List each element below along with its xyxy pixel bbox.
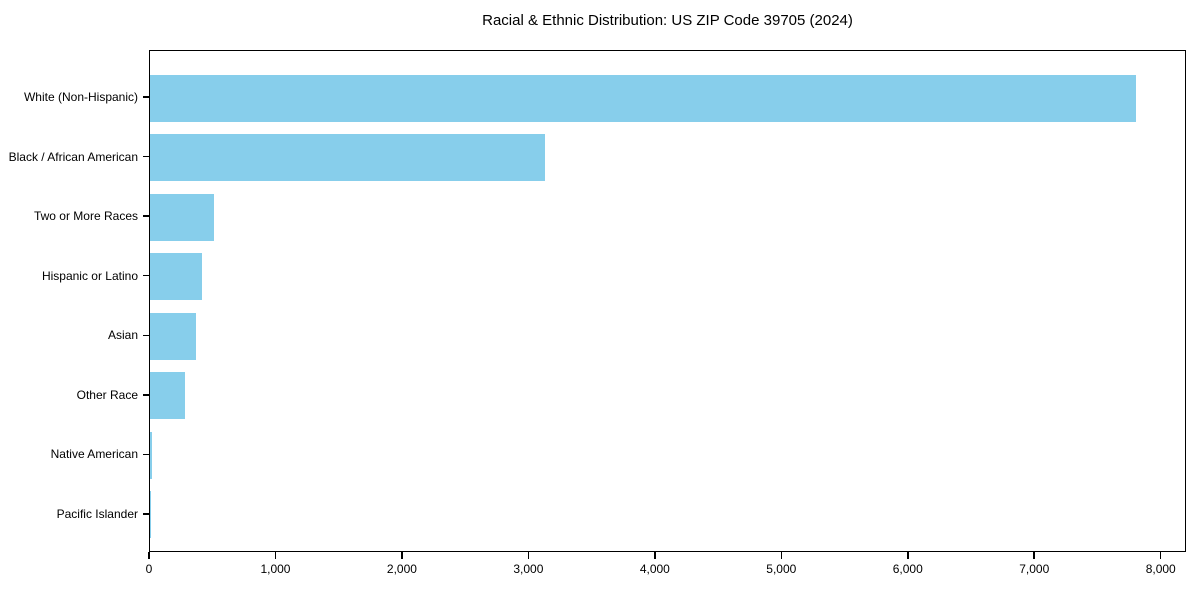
x-tick-label: 6,000: [892, 562, 923, 576]
bar: [150, 74, 1137, 122]
y-tick: [143, 215, 149, 217]
bar: [150, 134, 545, 182]
y-axis-label: White (Non-Hispanic): [23, 90, 138, 104]
y-tick: [143, 394, 149, 396]
bar: [150, 193, 215, 241]
bar: [150, 372, 186, 420]
x-tick: [907, 552, 909, 559]
x-tick: [527, 552, 530, 559]
bar: [150, 253, 202, 301]
y-axis-label: Black / African American: [8, 149, 138, 164]
x-tick-label: 2,000: [386, 562, 417, 576]
y-axis-label: Hispanic or Latino: [41, 268, 138, 283]
y-axis-label: Native American: [50, 447, 138, 462]
y-tick: [143, 334, 149, 337]
y-tick: [143, 513, 149, 515]
x-tick: [1159, 552, 1162, 559]
chart-title: Racial & Ethnic Distribution: US ZIP Cod…: [482, 12, 853, 29]
y-axis-label: Other Race: [76, 387, 138, 402]
bar: [150, 431, 152, 479]
x-tick-label: 1,000: [260, 562, 291, 576]
x-tick-label: 4,000: [639, 562, 670, 576]
y-tick: [143, 155, 149, 158]
x-tick: [274, 552, 277, 559]
x-tick: [1033, 552, 1035, 559]
x-tick: [780, 552, 783, 559]
y-axis-label: Asian: [107, 328, 138, 343]
y-tick: [143, 453, 149, 456]
x-tick-label: 7,000: [1019, 562, 1050, 576]
y-axis-label: Two or More Races: [33, 209, 138, 224]
x-tick-label: 8,000: [1145, 562, 1176, 576]
x-tick: [654, 552, 656, 559]
x-tick-label: 5,000: [766, 562, 797, 576]
bar: [150, 491, 151, 539]
y-tick: [143, 274, 149, 277]
x-tick: [401, 552, 403, 559]
x-tick-label: 3,000: [513, 562, 544, 576]
y-axis-label: Pacific Islander: [56, 506, 138, 521]
x-tick-label: 0: [145, 562, 153, 576]
bar: [150, 312, 197, 360]
x-tick: [148, 552, 150, 559]
plot-area: [149, 50, 1186, 552]
y-tick: [143, 96, 149, 98]
